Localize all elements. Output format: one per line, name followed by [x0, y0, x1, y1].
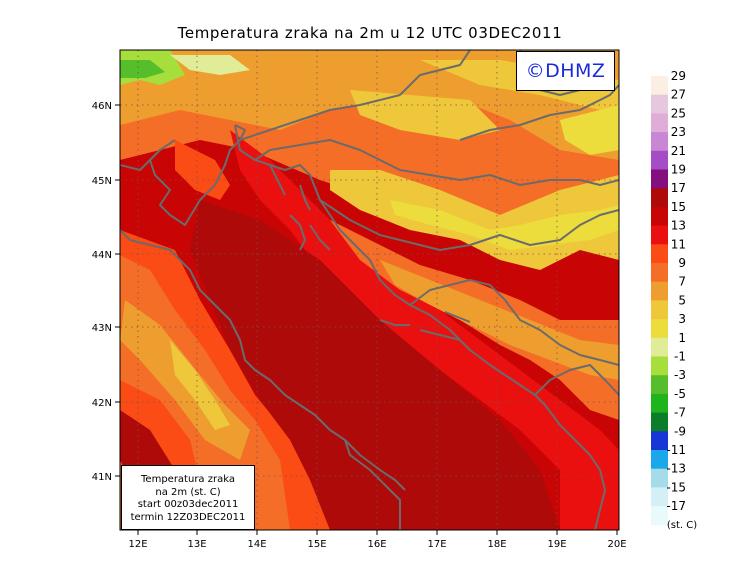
legend-swatch: [651, 375, 668, 395]
lon-tick-label: 16E: [367, 539, 386, 550]
legend-label: 3: [678, 312, 686, 326]
lon-tick-label: 14E: [247, 539, 266, 550]
legend-swatch: [651, 300, 668, 320]
legend-label: -7: [674, 406, 686, 420]
legend-swatch: [651, 244, 668, 264]
dhmz-logo: ©DHMZ: [516, 51, 615, 91]
lon-tick-labels: 12E 13E 14E 15E 16E 17E 18E 19E 20E: [128, 539, 626, 550]
legend-label: 13: [671, 219, 686, 233]
legend-unit: (st. C): [667, 520, 697, 531]
legend-label: -9: [674, 424, 686, 438]
temperature-field: [120, 50, 619, 530]
lat-tick-label: 45N: [92, 176, 112, 187]
legend-swatch: [651, 487, 668, 507]
legend-label: -11: [666, 443, 686, 457]
lon-tick-label: 19E: [547, 539, 566, 550]
legend-swatch: [651, 281, 668, 301]
legend-label: -1: [674, 350, 686, 364]
axis-ticks: [115, 104, 618, 535]
legend-swatch: [651, 188, 668, 208]
legend-label: 27: [671, 88, 686, 102]
legend-label: -15: [666, 480, 686, 494]
lat-tick-label: 43N: [92, 323, 112, 334]
plot-frame: [119, 49, 620, 531]
lat-tick-labels: 41N 42N 43N 44N 45N 46N: [92, 101, 112, 483]
legend-swatch: [651, 412, 668, 432]
legend-swatch: [651, 206, 668, 226]
legend-swatch: [651, 431, 668, 451]
legend-swatch: [651, 506, 668, 526]
legend-label: 11: [671, 237, 686, 251]
lon-tick-label: 13E: [187, 539, 206, 550]
info-line: Temperatura zraka: [141, 474, 235, 485]
legend-swatch: [651, 169, 668, 189]
legend-swatch: [651, 225, 668, 245]
lat-tick-label: 46N: [92, 101, 112, 112]
map-title: Temperatura zraka na 2m u 12 UTC 03DEC20…: [177, 24, 563, 42]
lat-tick-label: 41N: [92, 472, 112, 483]
legend-label: 19: [671, 163, 686, 177]
legend-swatch: [651, 356, 668, 376]
legend-swatch: [651, 337, 668, 357]
legend-label: 5: [678, 293, 686, 307]
legend-swatch: [651, 468, 668, 488]
lat-tick-label: 42N: [92, 398, 112, 409]
lon-tick-label: 18E: [487, 539, 506, 550]
lon-tick-label: 12E: [128, 539, 147, 550]
legend-label: -3: [674, 368, 686, 382]
legend-label: 1: [678, 331, 686, 345]
legend-swatch: [651, 94, 668, 114]
legend-swatch: [651, 76, 668, 96]
color-legend: 29 27 25 23 21 19 17 15 13 11 9 7 5 3 1 -1 -3 -5 -7 -9 -11 -1…: [651, 69, 686, 526]
legend-swatch: [651, 132, 668, 152]
legend-label: -13: [666, 462, 686, 476]
legend-swatch: [651, 450, 668, 470]
legend-label: -17: [666, 499, 686, 513]
lat-tick-label: 44N: [92, 250, 112, 261]
legend-swatch: [651, 113, 668, 133]
legend-label: 7: [678, 275, 686, 289]
legend-swatch: [651, 393, 668, 413]
legend-label: 9: [678, 256, 686, 270]
info-line: termin 12Z03DEC2011: [130, 511, 246, 523]
legend-label: 25: [671, 106, 686, 120]
legend-swatch: [651, 319, 668, 339]
legend-label: -5: [674, 387, 686, 401]
legend-swatch: [651, 263, 668, 283]
lon-tick-label: 17E: [427, 539, 446, 550]
legend-label: 21: [671, 144, 686, 158]
info-line: na 2m (st. C): [155, 486, 221, 498]
info-box: Temperatura zraka na 2m (st. C) start 00…: [121, 465, 255, 530]
legend-label: 17: [671, 181, 686, 195]
legend-label: 23: [671, 125, 686, 139]
lon-tick-label: 15E: [307, 539, 326, 550]
lon-tick-label: 20E: [607, 539, 626, 550]
legend-label: 29: [671, 69, 686, 83]
legend-label: 15: [671, 200, 686, 214]
info-line: start 00z03dec2011: [137, 499, 239, 510]
coastlines-and-borders: [120, 50, 619, 530]
legend-swatch: [651, 150, 668, 170]
